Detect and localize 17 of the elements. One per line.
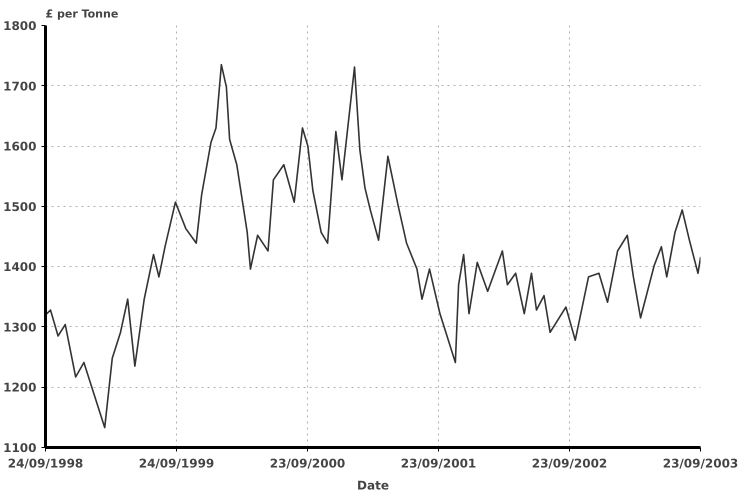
y-axis-title: £ per Tonne	[46, 8, 118, 20]
x-axis-title: Date	[357, 478, 389, 492]
y-tick-label: 1500	[3, 200, 37, 214]
x-tick-label: 24/09/1998	[8, 456, 84, 470]
line-series	[46, 64, 700, 428]
x-tick-label: 24/09/1999	[138, 456, 214, 470]
y-tick-label: 1100	[3, 441, 37, 455]
x-tick-label: 23/09/2003	[662, 456, 738, 470]
y-tick-label: 1600	[3, 140, 37, 154]
y-tick-label: 1800	[3, 19, 37, 33]
y-tick-label: 1200	[3, 380, 37, 395]
x-tick-label: 23/09/2002	[532, 456, 608, 470]
x-tick-label: 23/09/2000	[270, 456, 346, 470]
y-tick-label: 1300	[3, 320, 37, 334]
y-tick-label: 1400	[3, 260, 37, 274]
y-tick-label: 1700	[3, 79, 37, 94]
x-tick-label: 23/09/2001	[400, 456, 476, 470]
